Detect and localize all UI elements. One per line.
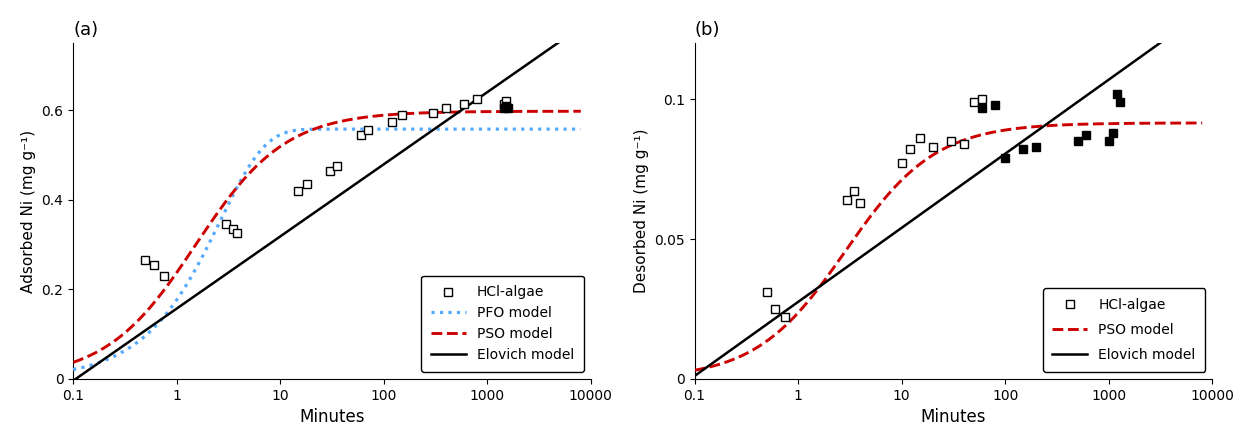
HCl-algae: [469, 97, 484, 102]
PSO model: [1010, 126, 1025, 131]
HCl-algae: [457, 101, 472, 106]
X-axis label: Minutes: Minutes: [921, 408, 986, 426]
Elovich model: [718, 351, 733, 356]
PFO model: [65, 367, 80, 372]
PSO model: [574, 109, 589, 114]
PSO model: [97, 345, 112, 350]
HCl-algae: [759, 290, 774, 295]
Line: HCl-algae: HCl-algae: [142, 95, 510, 280]
PFO model: [360, 127, 375, 132]
PFO model: [375, 127, 390, 132]
HCl-algae: [329, 164, 344, 169]
Y-axis label: Adsorbed Ni (mg g⁻¹): Adsorbed Ni (mg g⁻¹): [21, 130, 36, 293]
HCl-algae: [853, 200, 868, 205]
Elovich model: [981, 162, 996, 168]
HCl-algae: [230, 231, 245, 236]
PSO model: [389, 112, 404, 117]
HCl-algae: [146, 262, 161, 267]
HCl-algae: [226, 226, 241, 232]
PFO model: [389, 127, 404, 132]
PSO model: [1195, 120, 1210, 126]
Legend: HCl-algae, PFO model, PSO model, Elovich model: HCl-algae, PFO model, PSO model, Elovich…: [422, 276, 584, 372]
Elovich model: [995, 153, 1010, 158]
Line: PSO model: PSO model: [694, 123, 1202, 370]
PSO model: [1124, 121, 1140, 126]
Elovich model: [374, 163, 389, 169]
Text: (b): (b): [694, 21, 720, 39]
HCl-algae: [975, 97, 990, 102]
PSO model: [503, 109, 518, 114]
Elovich model: [503, 73, 518, 79]
Line: HCl-algae: HCl-algae: [763, 95, 986, 321]
PSO model: [374, 113, 389, 118]
Line: PFO model: PFO model: [73, 129, 581, 370]
HCl-algae: [912, 135, 927, 141]
PSO model: [451, 110, 466, 115]
HCl-algae: [360, 128, 375, 133]
HCl-algae: [778, 315, 793, 320]
Elovich model: [686, 373, 702, 379]
HCl-algae: [353, 132, 368, 138]
HCl-algae: [425, 110, 441, 115]
HCl-algae: [156, 273, 171, 278]
PSO model: [360, 114, 375, 119]
HCl-algae: [966, 99, 981, 105]
HCl-algae: [847, 189, 862, 194]
HCl-algae: [323, 168, 338, 173]
HCl-algae: [956, 141, 971, 147]
HCl-algae: [944, 139, 959, 144]
Elovich model: [1072, 98, 1087, 103]
PFO model: [374, 127, 389, 132]
HCl-algae: [925, 144, 940, 149]
Elovich model: [65, 378, 80, 384]
PSO model: [995, 128, 1010, 133]
HCl-algae: [894, 161, 909, 166]
HCl-algae: [768, 306, 783, 312]
HCl-algae: [299, 181, 314, 187]
Elovich model: [574, 24, 589, 30]
Line: PSO model: PSO model: [73, 111, 581, 363]
Elovich model: [1195, 10, 1210, 16]
PFO model: [574, 127, 589, 132]
X-axis label: Minutes: Minutes: [299, 408, 365, 426]
PSO model: [1072, 122, 1087, 127]
HCl-algae: [498, 99, 513, 104]
Elovich model: [1124, 61, 1140, 66]
Text: (a): (a): [73, 21, 98, 39]
PFO model: [97, 358, 112, 363]
PSO model: [981, 130, 996, 135]
PSO model: [718, 359, 733, 365]
HCl-algae: [291, 188, 306, 194]
Elovich model: [389, 153, 404, 158]
HCl-algae: [384, 119, 399, 124]
PFO model: [503, 127, 518, 132]
PFO model: [452, 127, 467, 132]
HCl-algae: [218, 222, 233, 227]
PSO model: [65, 360, 80, 365]
Legend: HCl-algae, PSO model, Elovich model: HCl-algae, PSO model, Elovich model: [1043, 288, 1205, 372]
HCl-algae: [840, 197, 855, 202]
HCl-algae: [394, 112, 409, 118]
HCl-algae: [138, 257, 153, 263]
HCl-algae: [902, 147, 917, 152]
Elovich model: [97, 356, 112, 362]
Elovich model: [451, 110, 466, 115]
PSO model: [686, 367, 702, 373]
Line: Elovich model: Elovich model: [73, 27, 581, 381]
Elovich model: [1010, 142, 1025, 148]
HCl-algae: [496, 101, 511, 106]
HCl-algae: [438, 105, 453, 111]
Elovich model: [360, 173, 375, 178]
Y-axis label: Desorbed Ni (mg g⁻¹): Desorbed Ni (mg g⁻¹): [634, 129, 649, 293]
Line: Elovich model: Elovich model: [694, 13, 1202, 376]
